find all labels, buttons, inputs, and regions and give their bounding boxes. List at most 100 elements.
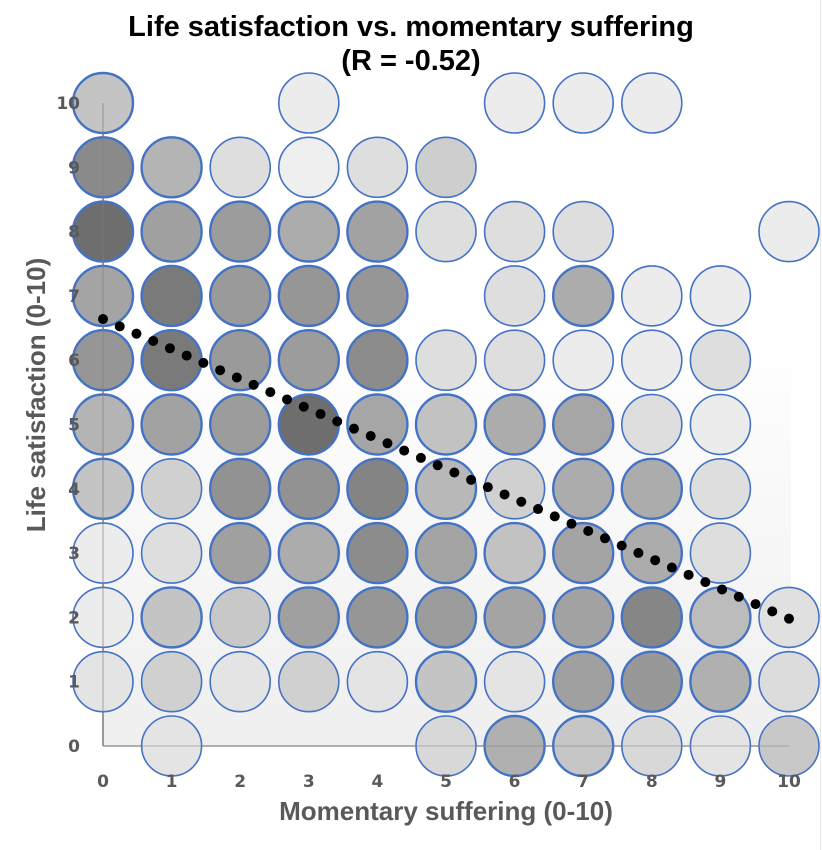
trendline-dot: [633, 547, 644, 558]
bubble: [72, 650, 134, 713]
bubble: [414, 521, 478, 585]
trendline-dot: [215, 365, 226, 376]
bubble: [72, 586, 134, 649]
x-tick-label: 1: [166, 772, 178, 792]
bubble: [689, 393, 752, 456]
bubble: [208, 329, 272, 392]
trendline-dot: [566, 518, 577, 529]
bubble: [209, 650, 271, 713]
bubble: [552, 714, 615, 778]
chart-title: Life satisfaction vs. momentary sufferin…: [128, 11, 694, 43]
bubble: [140, 200, 203, 263]
trendline-dot: [767, 606, 778, 617]
trendline-dot: [348, 423, 359, 434]
bubble: [689, 265, 752, 327]
bubble: [758, 715, 820, 777]
bubble: [483, 650, 546, 713]
bubble: [689, 715, 752, 777]
trendline-dot: [784, 613, 794, 624]
bubble: [620, 393, 683, 456]
bubble: [620, 715, 683, 777]
trendline-dot: [549, 511, 560, 522]
y-tick-label: 2: [68, 608, 80, 628]
bubble: [483, 393, 546, 456]
trendline-dot: [98, 314, 108, 325]
trendline-dot: [131, 328, 142, 339]
bubble: [209, 136, 271, 199]
bubble: [620, 521, 683, 585]
bubble: [552, 650, 615, 713]
bubble: [140, 393, 203, 456]
trendline-dot: [516, 496, 527, 507]
chart-subtitle: (R = -0.52): [341, 45, 480, 77]
bubble: [620, 72, 683, 134]
y-tick-label: 0: [68, 737, 80, 757]
bubble: [71, 457, 135, 520]
trendline-dot: [265, 387, 276, 398]
bubble: [414, 393, 478, 456]
bubble: [346, 650, 409, 713]
trendline-dot: [382, 438, 393, 449]
bubble: [552, 329, 615, 392]
trendline-dot: [750, 599, 761, 610]
trendline-dot: [666, 562, 677, 573]
x-tick-label: 10: [777, 772, 801, 792]
bubble: [209, 586, 271, 649]
bubble: [140, 522, 203, 584]
bubble: [552, 457, 615, 520]
trendline-dot: [482, 482, 493, 493]
bubble: [620, 586, 683, 649]
bubble: [71, 200, 135, 263]
y-tick-label: 10: [56, 94, 80, 114]
bubble: [483, 265, 546, 327]
bubble: [346, 393, 409, 456]
trendline: [98, 314, 794, 624]
bubble: [346, 521, 409, 585]
bubble: [689, 329, 752, 392]
x-tick-label: 9: [714, 772, 726, 792]
trendline-dot: [583, 525, 594, 536]
trendline-dot: [415, 452, 426, 463]
trendline-dot: [683, 569, 694, 580]
bubble: [483, 586, 546, 649]
trendline-dot: [533, 504, 544, 515]
bubble: [140, 136, 203, 199]
bubble: [346, 586, 409, 649]
trendline-dot: [332, 416, 343, 427]
bubble: [71, 393, 135, 456]
y-tick-label: 6: [68, 351, 80, 371]
trendline-dot: [298, 401, 309, 412]
trendline-dot: [466, 474, 477, 485]
trendline-dot: [198, 357, 209, 368]
bubble: [140, 264, 203, 328]
bubble: [208, 521, 272, 585]
bubble: [689, 650, 752, 713]
trendline-dot: [399, 445, 410, 456]
y-tick-label: 4: [68, 480, 80, 500]
y-axis-title: Life satisfaction (0-10): [21, 258, 51, 533]
bubble: [415, 715, 477, 777]
bubble: [346, 136, 409, 199]
bubble: [414, 586, 478, 649]
trendline-dot: [164, 343, 175, 354]
x-tick-label: 2: [234, 772, 246, 792]
bubble: [140, 457, 203, 520]
trendline-dot: [616, 540, 627, 551]
y-tick-label: 1: [68, 673, 80, 693]
bubble: [277, 136, 340, 199]
trendline-dot: [282, 394, 293, 405]
bubble: [277, 650, 340, 713]
bubble: [415, 200, 477, 263]
bubble: [620, 457, 683, 520]
bubble: [277, 457, 340, 520]
bubble: [277, 586, 340, 649]
y-tick-labels: 0 1 2 3 4 5 6 7 8 9 10: [56, 94, 80, 757]
bubble: [483, 200, 546, 263]
trendline-dot: [231, 372, 242, 383]
y-tick-label: 3: [68, 544, 80, 564]
trendline-dot: [650, 555, 661, 566]
bubble: [208, 200, 272, 263]
bubble: [552, 264, 615, 328]
bubble: [140, 715, 203, 777]
bubble: [346, 457, 409, 520]
